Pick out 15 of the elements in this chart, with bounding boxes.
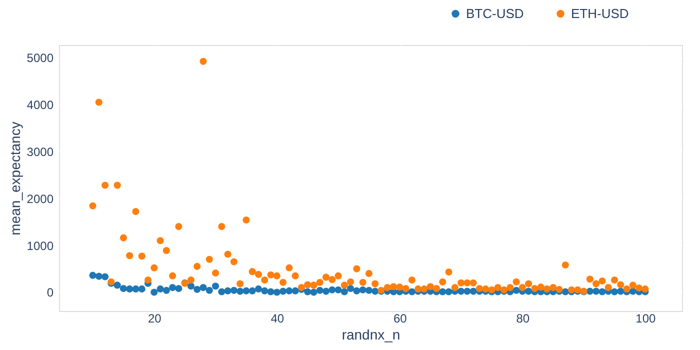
legend-label: BTC-USD bbox=[466, 6, 524, 21]
y-axis-title: mean_expectancy bbox=[6, 122, 23, 236]
y-tick-label: 0 bbox=[46, 286, 54, 300]
x-tick-label: 100 bbox=[636, 312, 656, 326]
x-tick-label: 60 bbox=[393, 312, 408, 326]
y-tick-label: 5000 bbox=[26, 51, 54, 66]
y-tick-label: 3000 bbox=[26, 144, 54, 159]
y-tick-label: 4000 bbox=[26, 98, 54, 112]
x-axis-title: randnx_n bbox=[342, 326, 400, 342]
x-tick-label: 20 bbox=[148, 312, 162, 326]
y-tick-label: 1000 bbox=[26, 238, 54, 253]
legend-label: ETH-USD bbox=[571, 6, 629, 21]
y-tick-label: 2000 bbox=[26, 192, 54, 206]
x-tick-label: 80 bbox=[516, 312, 530, 326]
x-tick-label: 40 bbox=[270, 312, 284, 326]
